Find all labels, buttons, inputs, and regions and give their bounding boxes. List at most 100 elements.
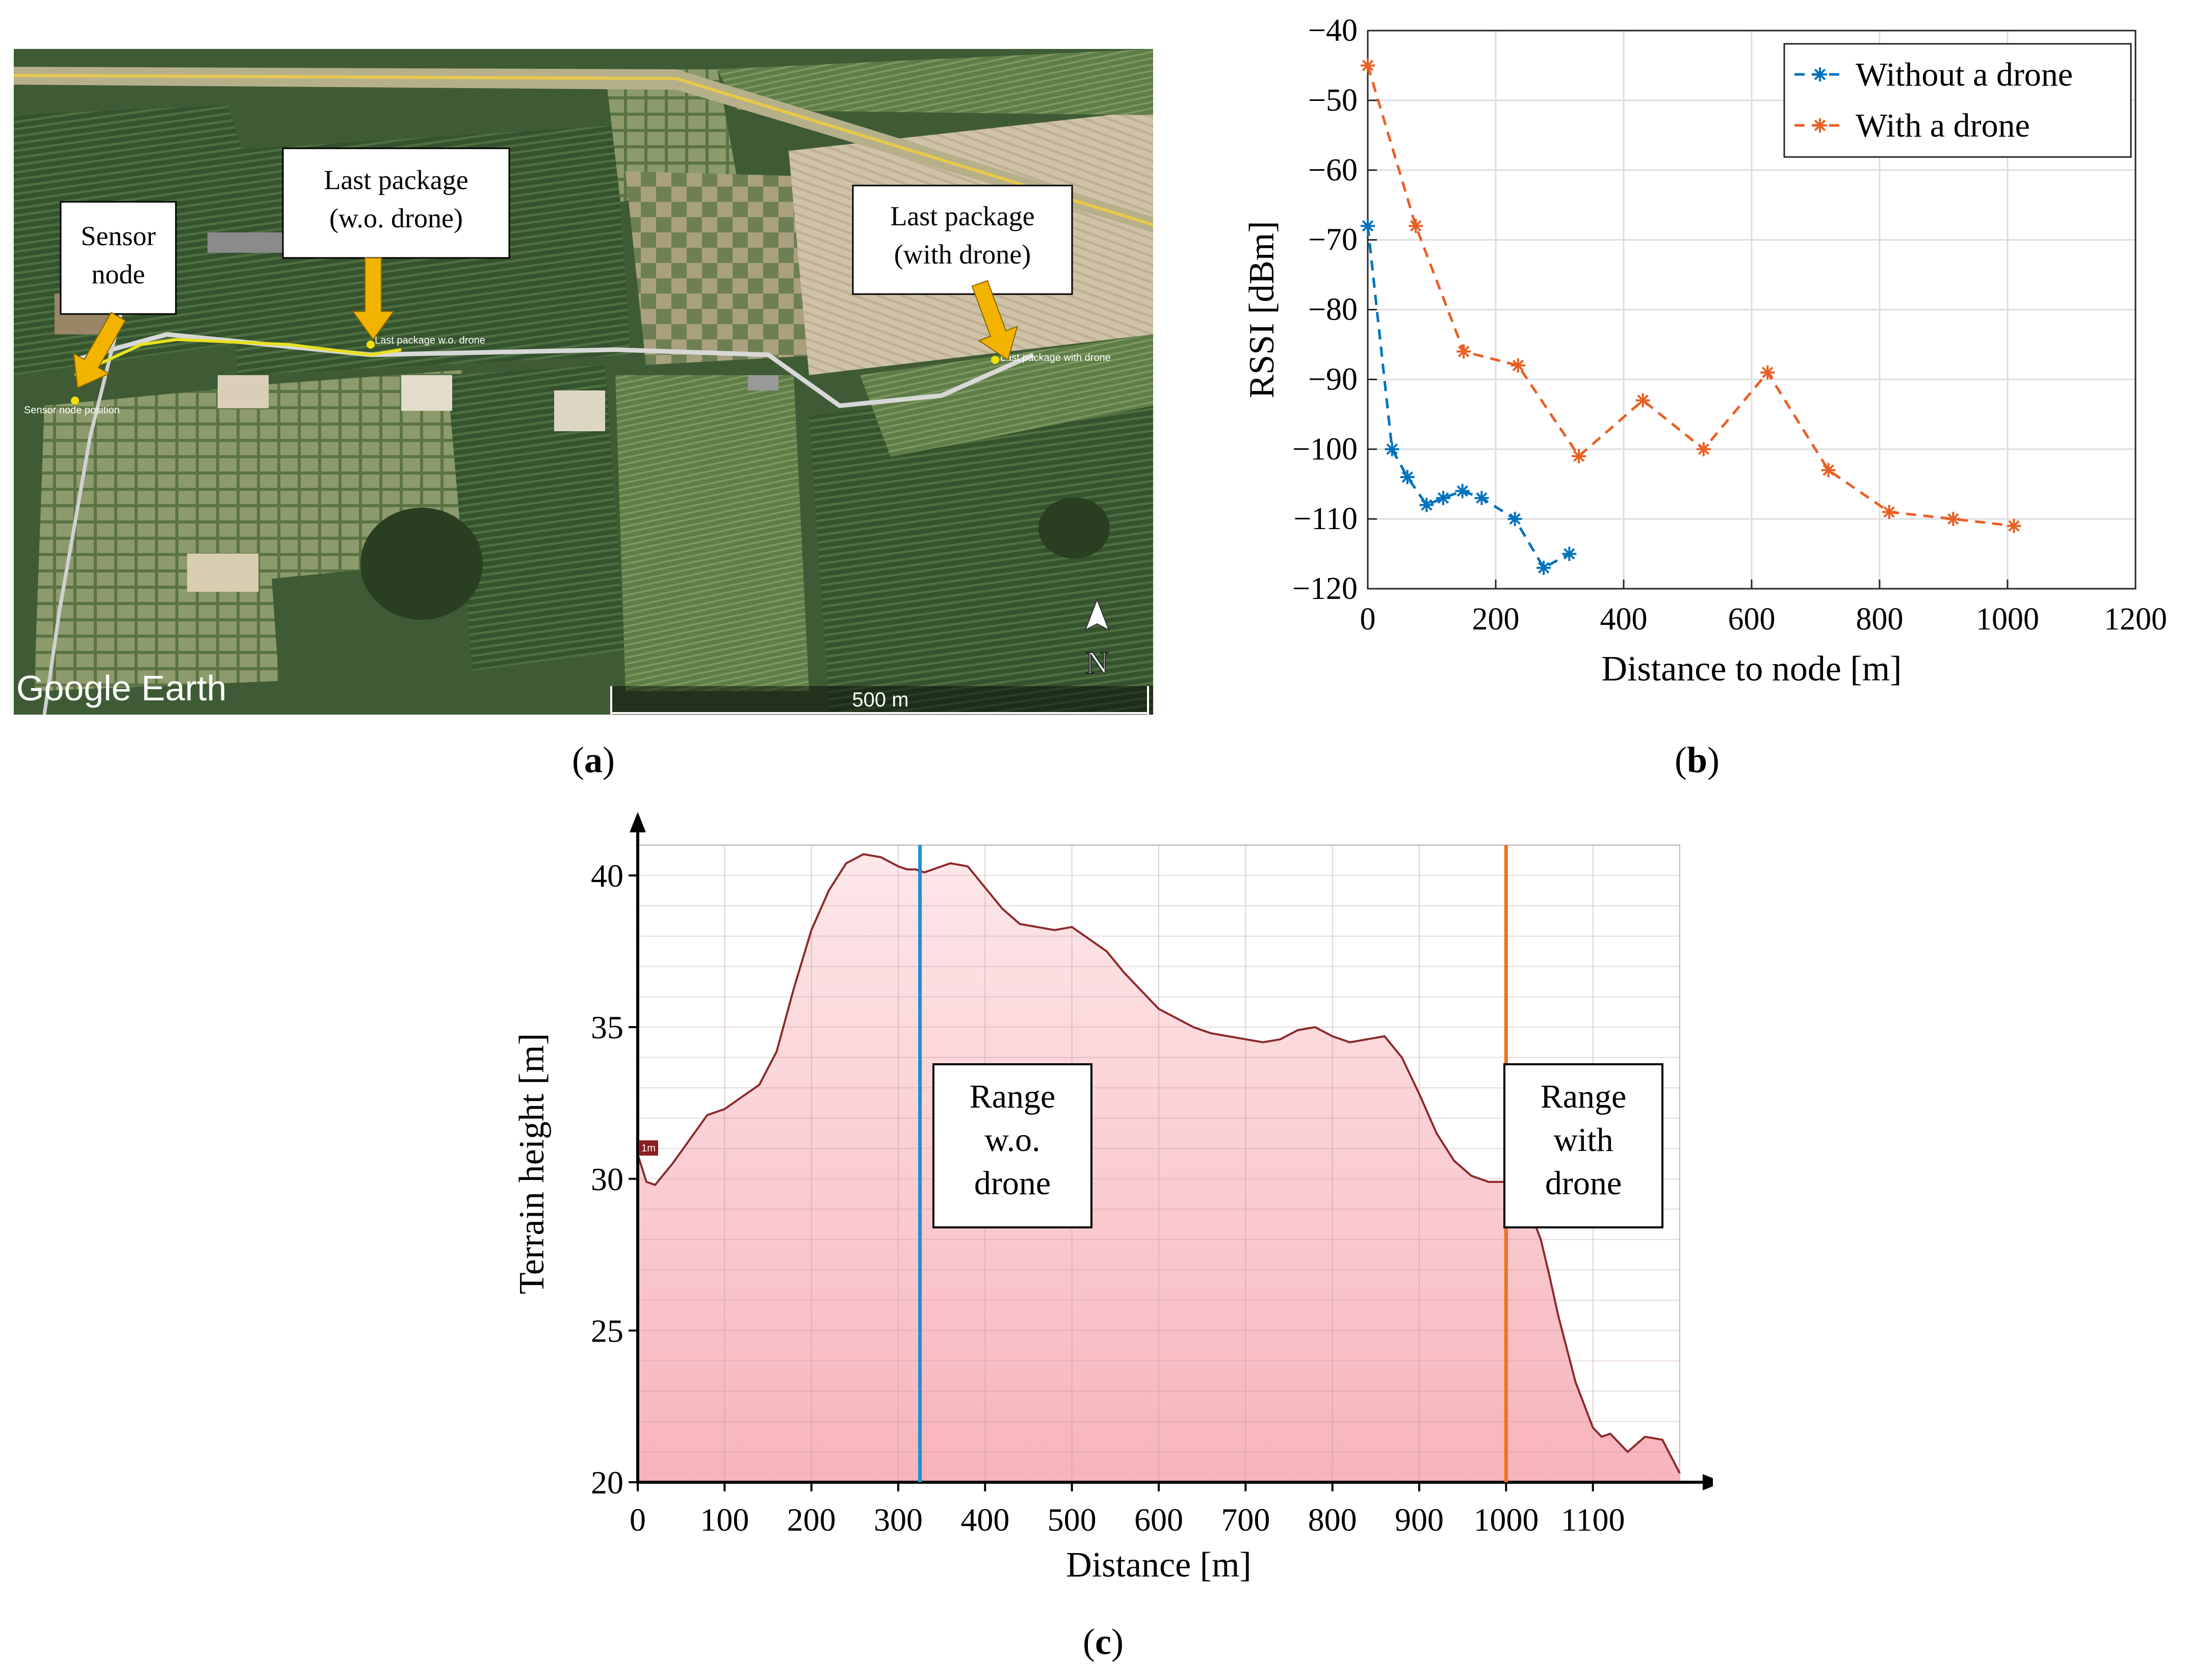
rssi-point-1 bbox=[1635, 393, 1650, 408]
rssi-chart-panel: 0 200 400 600 800 1000 1200 −40 −50 −60 −70 −80 −90 −… bbox=[1173, 0, 2188, 724]
satellite-map-image: Sensor node position Last package w.o. d… bbox=[14, 49, 1153, 715]
rssi-point-0 bbox=[1507, 512, 1522, 527]
scale-bar-label: 500 m bbox=[852, 689, 908, 711]
range-label-line: drone bbox=[974, 1165, 1051, 1202]
range-label-box-0 bbox=[932, 1063, 1092, 1228]
rssi-ytick-label: −50 bbox=[1308, 83, 1358, 118]
rssi-series-line-0 bbox=[1366, 225, 1570, 570]
rssi-ytick-label: −70 bbox=[1308, 223, 1358, 257]
sensor-node-callout-line2: node bbox=[92, 259, 145, 290]
rssi-point-1 bbox=[1409, 219, 1423, 233]
terrain-xtick-label: 200 bbox=[787, 1502, 836, 1538]
rssi-point-1 bbox=[1361, 58, 1375, 73]
rssi-point-1 bbox=[1456, 344, 1471, 359]
rssi-point-0 bbox=[1436, 491, 1451, 506]
rssi-point-1 bbox=[1946, 512, 1961, 527]
terrain-x-axis-arrow-icon bbox=[1703, 1474, 1713, 1490]
range-label-line: drone bbox=[1545, 1165, 1622, 1202]
last-package-with-map-label: Last package with drone bbox=[1000, 352, 1111, 363]
sensor-position-map-label: Sensor node position bbox=[24, 405, 120, 416]
caption-a: (a) bbox=[572, 740, 615, 780]
terrain-x-axis-label: Distance [m] bbox=[1066, 1545, 1251, 1585]
rssi-point-0 bbox=[1474, 491, 1489, 506]
google-earth-logo: Google Earth bbox=[16, 668, 226, 708]
north-arrow-icon bbox=[1084, 598, 1110, 632]
rssi-ytick-label: −40 bbox=[1308, 13, 1358, 48]
sensor-node-callout bbox=[60, 201, 177, 315]
terrain-xtick-label: 300 bbox=[874, 1502, 923, 1538]
terrain-ytick-label: 30 bbox=[591, 1161, 623, 1197]
rssi-xtick-label: 800 bbox=[1856, 602, 1904, 637]
rssi-point-0 bbox=[1400, 470, 1415, 484]
callout-arrows bbox=[73, 257, 1019, 389]
scale-bar-background bbox=[610, 686, 1153, 715]
rssi-point-1 bbox=[1821, 463, 1836, 478]
terrain-xtick-label: 100 bbox=[700, 1502, 749, 1538]
rssi-point-1 bbox=[1760, 365, 1775, 380]
rssi-series-line-1 bbox=[1366, 65, 2014, 528]
terrain-inline-marker bbox=[639, 1140, 658, 1156]
rssi-ytick-label: −100 bbox=[1292, 432, 1358, 466]
terrain-y-axis-arrow-icon bbox=[630, 812, 646, 832]
rssi-legend-label: With a drone bbox=[1856, 107, 2030, 144]
rssi-xtick-label: 400 bbox=[1600, 602, 1648, 637]
terrain-xtick-label: 1000 bbox=[1473, 1502, 1539, 1538]
last-package-with-callout bbox=[852, 185, 1073, 295]
rssi-y-axis-label: RSSI [dBm] bbox=[1242, 221, 1282, 398]
last-package-wo-callout-line1: Last package bbox=[324, 165, 468, 195]
terrain-area-fill bbox=[638, 854, 1680, 1482]
rssi-legend-label: Without a drone bbox=[1856, 56, 2073, 93]
terrain-xtick-label: 900 bbox=[1395, 1502, 1444, 1538]
rssi-ytick-label: −60 bbox=[1308, 153, 1358, 188]
rssi-point-0 bbox=[1455, 484, 1470, 498]
rssi-point-0 bbox=[1361, 219, 1375, 233]
rssi-xtick-label: 0 bbox=[1360, 602, 1376, 637]
rssi-xtick-label: 600 bbox=[1728, 602, 1776, 637]
range-label-line: with bbox=[1553, 1121, 1613, 1159]
terrain-xtick-label: 1100 bbox=[1561, 1502, 1625, 1538]
rssi-legend-marker bbox=[1813, 118, 1827, 133]
rssi-point-1 bbox=[1572, 449, 1586, 463]
rssi-x-axis-label: Distance to node [m] bbox=[1602, 649, 1902, 689]
terrain-xtick-label: 0 bbox=[630, 1502, 646, 1538]
last-package-wo-callout bbox=[282, 147, 510, 259]
terrain-xtick-label: 600 bbox=[1134, 1502, 1183, 1538]
last-package-with-callout-line1: Last package bbox=[890, 201, 1034, 231]
range-label-line: w.o. bbox=[984, 1121, 1040, 1159]
rssi-legend-marker bbox=[1813, 67, 1827, 82]
terrain-ytick-label: 40 bbox=[591, 858, 623, 894]
range-label-line: Range bbox=[970, 1078, 1056, 1115]
terrain-y-axis-label: Terrain height [m] bbox=[512, 1033, 552, 1294]
rssi-xtick-label: 200 bbox=[1472, 602, 1520, 637]
satellite-map-panel: Sensor node position Last package w.o. d… bbox=[14, 49, 1153, 715]
terrain-xtick-label: 700 bbox=[1221, 1502, 1270, 1538]
terrain-xtick-label: 500 bbox=[1048, 1502, 1097, 1538]
arrow-last-package-with bbox=[971, 280, 1019, 361]
rssi-ytick-label: −90 bbox=[1308, 362, 1358, 397]
range-label-line: Range bbox=[1541, 1078, 1627, 1115]
north-label: N bbox=[1086, 646, 1109, 680]
last-package-wo-map-label: Last package w.o. drone bbox=[375, 335, 485, 346]
caption-c: (c) bbox=[1083, 1621, 1124, 1662]
range-label-box-1 bbox=[1503, 1063, 1663, 1228]
terrain-ytick-label: 35 bbox=[591, 1009, 623, 1045]
rssi-point-0 bbox=[1562, 546, 1577, 561]
caption-b: (b) bbox=[1674, 740, 1720, 780]
terrain-inline-marker-label: 1m bbox=[641, 1143, 656, 1154]
terrain-xtick-label: 800 bbox=[1308, 1502, 1357, 1538]
rssi-ytick-label: −120 bbox=[1292, 571, 1358, 606]
rssi-point-0 bbox=[1385, 442, 1399, 457]
last-package-wo-callout-line2: (w.o. drone) bbox=[329, 203, 463, 233]
rssi-point-0 bbox=[1419, 497, 1434, 512]
terrain-chart: 0 100 200 300 400 500 600 700 800 900 1000 1100 20 25… bbox=[512, 812, 1713, 1585]
terrain-ytick-label: 20 bbox=[591, 1464, 623, 1501]
rssi-xtick-label: 1000 bbox=[1976, 602, 2039, 637]
rssi-point-0 bbox=[1536, 560, 1551, 575]
terrain-chart-panel: 0 100 200 300 400 500 600 700 800 900 1000 1100 20 25… bbox=[500, 795, 1713, 1611]
rssi-chart: 0 200 400 600 800 1000 1200 −40 −50 −60 −70 −80 −90 −… bbox=[1242, 13, 2167, 689]
sensor-node-callout-line1: Sensor bbox=[81, 221, 156, 251]
terrain-ytick-label: 25 bbox=[591, 1312, 623, 1349]
terrain-xtick-label: 400 bbox=[960, 1502, 1009, 1538]
rssi-point-1 bbox=[1696, 442, 1711, 457]
rssi-ytick-label: −110 bbox=[1293, 502, 1358, 536]
